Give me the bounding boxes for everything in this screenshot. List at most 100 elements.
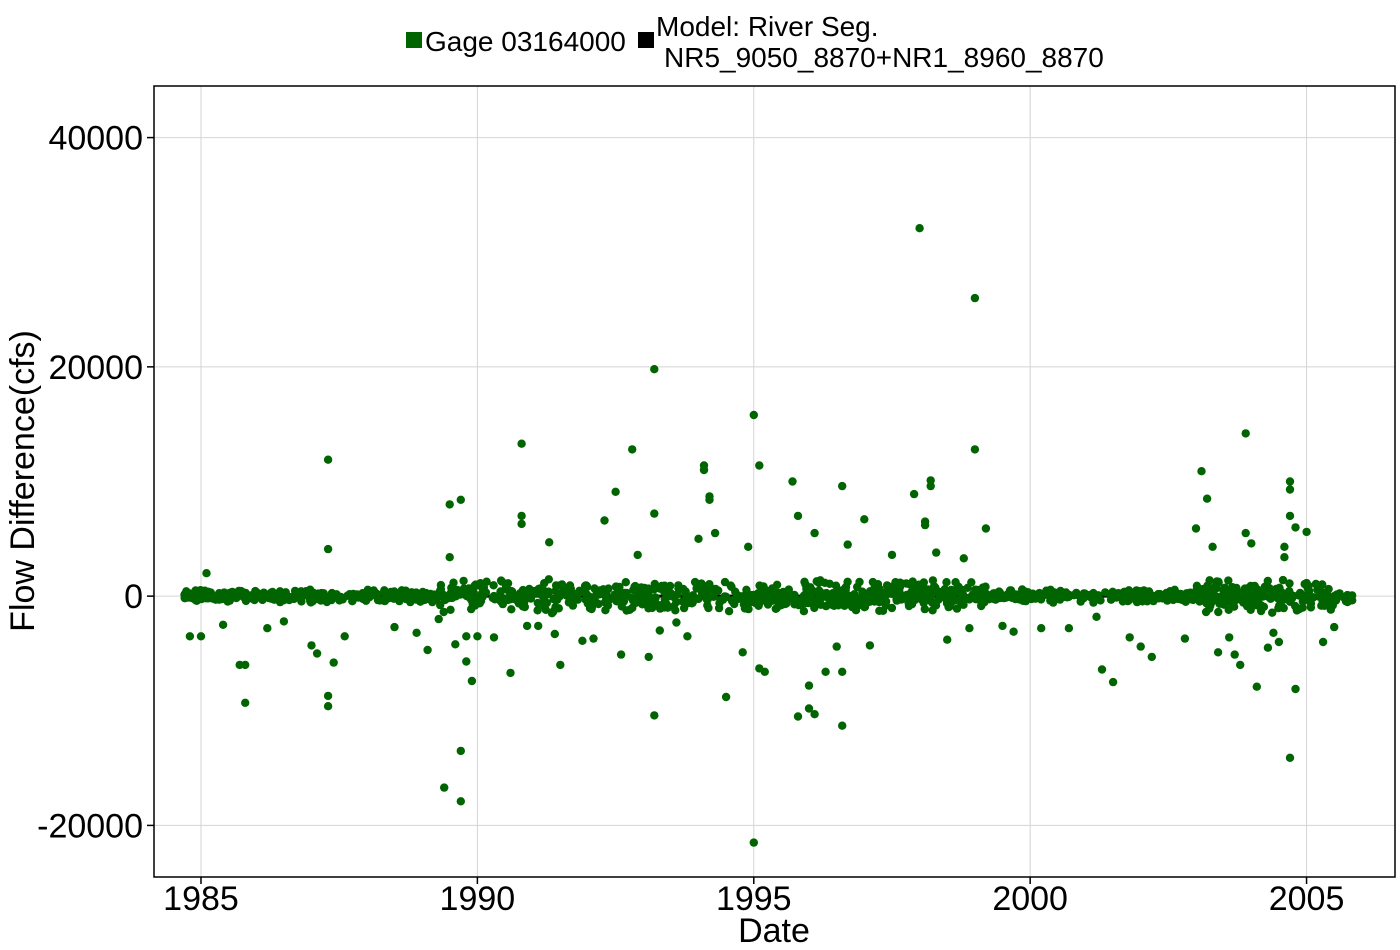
data-point <box>481 588 491 597</box>
data-point <box>865 641 875 650</box>
data-point <box>208 594 217 603</box>
data-point <box>1092 612 1101 621</box>
data-point <box>534 621 543 631</box>
data-point <box>462 632 471 641</box>
data-point <box>822 588 831 598</box>
data-point <box>704 603 713 613</box>
data-point <box>1317 601 1326 610</box>
data-point <box>1252 588 1262 597</box>
data-point <box>193 591 202 600</box>
data-point <box>788 593 797 602</box>
gridlines <box>154 86 1395 877</box>
data-point <box>625 605 634 614</box>
data-point <box>582 582 592 592</box>
y-tick-label: 20000 <box>48 349 143 387</box>
data-point <box>1236 660 1245 670</box>
data-point <box>611 582 621 591</box>
data-point <box>1298 603 1307 612</box>
data-point <box>1224 576 1233 585</box>
data-point <box>425 595 434 604</box>
data-point <box>218 620 228 629</box>
data-point <box>915 224 924 233</box>
data-point <box>456 746 465 756</box>
data-point <box>1097 665 1107 674</box>
data-point <box>873 580 883 589</box>
data-point <box>920 604 929 614</box>
data-point <box>1140 589 1150 598</box>
data-point <box>1046 590 1055 600</box>
data-point <box>226 594 235 603</box>
data-point <box>942 578 951 587</box>
data-point <box>963 583 972 592</box>
x-tick-label: 1990 <box>440 880 516 918</box>
data-point <box>768 584 777 593</box>
data-point <box>305 585 315 594</box>
data-point <box>664 602 673 611</box>
data-point <box>655 626 664 635</box>
data-point <box>979 596 988 605</box>
data-point <box>666 589 676 598</box>
data-point <box>241 698 250 707</box>
data-point <box>393 589 402 598</box>
data-point <box>650 711 659 720</box>
data-point <box>671 606 680 615</box>
data-point <box>440 783 449 792</box>
data-point <box>545 538 554 547</box>
data-point <box>738 648 747 657</box>
data-point <box>1064 624 1074 633</box>
data-point <box>1241 528 1250 538</box>
data-point <box>926 476 935 485</box>
data-point <box>934 595 943 604</box>
data-point <box>1225 633 1234 642</box>
data-point <box>793 511 803 521</box>
data-point <box>951 595 960 605</box>
data-point <box>557 580 567 589</box>
data-point <box>650 365 659 374</box>
data-point <box>202 569 211 578</box>
data-point <box>1214 607 1223 617</box>
data-point <box>1335 590 1344 599</box>
data-point <box>681 590 691 600</box>
x-axis: 1985 1990 1995 2000 2005 <box>163 877 1344 918</box>
data-point <box>236 586 246 596</box>
data-point <box>1202 494 1212 503</box>
data-point <box>1274 603 1283 613</box>
data-point <box>875 606 884 615</box>
data-point <box>1036 595 1046 604</box>
data-point <box>506 668 515 678</box>
data-point <box>672 618 681 627</box>
data-point <box>1147 652 1157 662</box>
data-point <box>825 579 834 588</box>
data-point <box>970 445 980 454</box>
data-point <box>459 576 468 586</box>
data-point <box>1160 590 1169 599</box>
data-point <box>801 580 810 589</box>
data-point <box>323 544 333 554</box>
data-point <box>951 578 960 587</box>
data-point <box>1201 607 1211 617</box>
data-point <box>348 592 357 601</box>
data-point <box>600 516 609 525</box>
data-point <box>482 577 491 586</box>
data-point <box>1213 648 1223 657</box>
x-axis-title: Date <box>738 912 810 950</box>
data-point <box>1153 593 1162 602</box>
data-point <box>616 650 626 659</box>
data-point <box>882 581 892 590</box>
data-point <box>456 797 465 806</box>
data-point <box>1191 524 1201 533</box>
data-point <box>1229 590 1238 600</box>
data-point <box>1125 633 1134 642</box>
data-point <box>973 586 982 595</box>
data-point <box>1009 627 1018 636</box>
data-point <box>1027 594 1036 604</box>
data-point <box>838 721 847 730</box>
data-point <box>447 583 456 592</box>
data-point <box>694 534 703 543</box>
data-point <box>1282 592 1291 601</box>
data-point <box>887 603 897 613</box>
data-point <box>932 548 941 557</box>
data-point <box>807 588 817 597</box>
data-point <box>1291 523 1300 532</box>
data-point <box>1285 485 1295 494</box>
